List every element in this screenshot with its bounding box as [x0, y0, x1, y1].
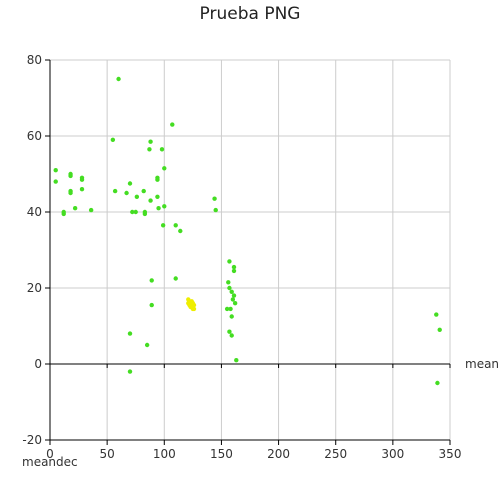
- y-tick-label: 60: [27, 129, 42, 143]
- tick-labels: -20 0 20 40 60 80 0 50 100 150 200 250 300 350: [22, 53, 461, 461]
- data-point: [227, 259, 232, 264]
- data-point: [155, 194, 160, 199]
- y-tick-label: 0: [34, 357, 42, 371]
- data-point: [53, 179, 58, 184]
- data-point: [142, 211, 148, 217]
- data-point: [72, 206, 78, 211]
- data-point: [191, 306, 197, 312]
- data-point: [224, 306, 230, 312]
- data-point: [227, 329, 232, 334]
- data-point: [437, 327, 442, 332]
- x-tick-label: 350: [439, 447, 462, 461]
- data-point: [110, 137, 116, 142]
- chart-title: Prueba PNG: [199, 4, 301, 24]
- data-point: [155, 177, 160, 182]
- data-points: [53, 76, 442, 386]
- data-point: [170, 122, 175, 127]
- data-point: [144, 342, 150, 348]
- data-point: [231, 268, 237, 274]
- data-point: [191, 302, 197, 308]
- data-point: [124, 190, 129, 196]
- x-tick-label: 300: [381, 447, 404, 461]
- data-point: [130, 209, 135, 215]
- data-point: [435, 380, 440, 386]
- data-point: [79, 177, 85, 182]
- data-point: [232, 301, 238, 306]
- y-tick-label: -20: [22, 433, 42, 447]
- data-point: [116, 76, 121, 82]
- data-point: [212, 196, 217, 201]
- x-axis-label: meanra: [465, 357, 500, 371]
- grid-lines: [49, 59, 451, 441]
- data-point: [231, 264, 237, 270]
- x-tick-label: 50: [100, 447, 115, 461]
- data-point: [156, 206, 161, 211]
- x-tick-label: 250: [324, 447, 347, 461]
- y-tick-label: 40: [27, 205, 42, 219]
- data-point: [127, 331, 133, 336]
- data-point: [228, 306, 233, 312]
- y-axis-label: meandec: [22, 455, 78, 469]
- axes: [45, 59, 451, 445]
- data-point: [147, 147, 152, 152]
- data-point: [112, 188, 118, 194]
- data-point: [234, 358, 239, 363]
- data-point: [148, 139, 153, 144]
- data-point: [61, 211, 66, 217]
- data-point: [162, 204, 167, 209]
- y-tick-label: 80: [27, 53, 42, 67]
- data-point: [68, 173, 73, 179]
- data-point: [159, 147, 165, 152]
- data-point: [127, 369, 133, 374]
- data-point: [162, 166, 167, 171]
- data-point: [141, 188, 146, 194]
- data-point: [229, 289, 234, 294]
- x-tick-label: 0: [46, 447, 54, 461]
- x-tick-label: 100: [153, 447, 176, 461]
- data-point: [229, 333, 234, 338]
- y-tick-label: 20: [27, 281, 42, 295]
- data-point: [173, 223, 178, 228]
- data-point: [149, 302, 154, 308]
- data-point: [231, 293, 237, 298]
- data-point: [173, 276, 178, 281]
- data-point: [148, 198, 153, 203]
- data-point: [68, 190, 73, 196]
- data-point: [226, 280, 231, 285]
- data-point: [53, 168, 58, 173]
- data-point: [149, 278, 154, 283]
- x-tick-label: 200: [267, 447, 290, 461]
- data-point: [127, 181, 133, 186]
- x-tick-label: 150: [210, 447, 233, 461]
- data-point: [230, 297, 236, 302]
- data-point: [79, 187, 85, 192]
- data-point: [134, 194, 140, 199]
- data-point: [88, 207, 94, 213]
- data-point: [227, 285, 232, 291]
- data-point: [213, 207, 218, 213]
- data-point: [160, 223, 166, 228]
- data-point: [178, 228, 183, 234]
- data-point: [133, 209, 138, 215]
- data-point: [229, 314, 234, 319]
- data-point: [434, 312, 439, 317]
